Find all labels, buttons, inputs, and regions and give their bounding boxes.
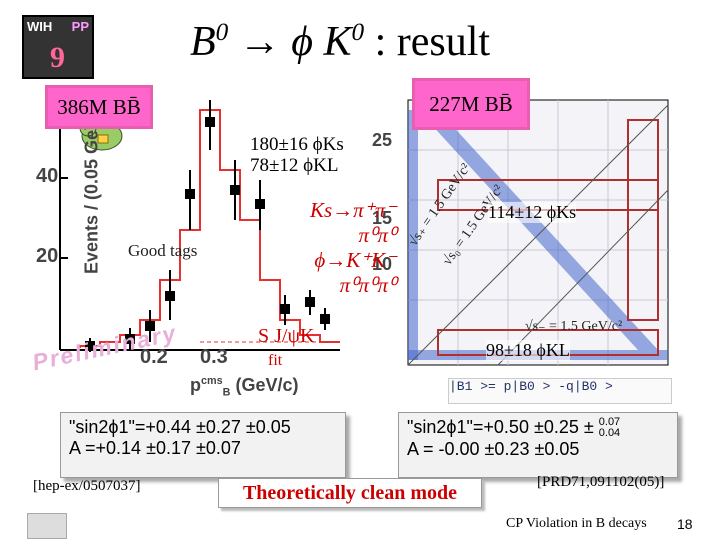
clean-mode-banner: Theoretically clean mode bbox=[218, 478, 482, 508]
x-axis-label: pcmsB (GeV/c) bbox=[190, 375, 299, 399]
right-y-tick-10: 10 bbox=[372, 254, 393, 274]
title-k-sup: 0 bbox=[351, 19, 365, 46]
conference-logo: WIH PP 9 bbox=[22, 15, 94, 79]
decay-modes: Ks→π⁺π⁻ π⁰π⁰ ϕ→K⁺K⁻ π⁰π⁰π⁰ bbox=[310, 198, 396, 298]
slide-title: B0 → ϕ K0 : result bbox=[190, 18, 490, 66]
title-k: K bbox=[313, 19, 352, 65]
title-b-sup: 0 bbox=[215, 19, 229, 46]
decay-3pi0: π⁰π⁰π⁰ bbox=[339, 273, 397, 297]
belle-result-box: "sin2ϕ1"=+0.44 ±0.27 ±0.05 A =+0.14 ±0.1… bbox=[60, 412, 346, 478]
logo-left-text: WIH bbox=[27, 19, 53, 34]
babar-sample-label: 227M BB̄ bbox=[412, 78, 530, 130]
fit-legend-fragment2: fit bbox=[268, 352, 283, 369]
babar-state-legend: |B1 >= p|B0 > -q|B0 > bbox=[448, 378, 672, 404]
babar-yield-phikl: 98±18 ϕKL bbox=[486, 340, 570, 361]
logo-number: 9 bbox=[50, 41, 65, 74]
belle-sample-label: 386M BB̄ bbox=[45, 85, 153, 129]
belle-yields: 180±16 ϕKs 78±12 ϕKL bbox=[250, 134, 344, 176]
yield-phikl: 78±12 ϕKL bbox=[250, 155, 339, 176]
fit-legend-fragment: S J/ψK bbox=[258, 325, 315, 347]
babar-asym: A = -0.00 ±0.23 ±0.05 bbox=[407, 439, 580, 460]
good-tags-label: Good tags bbox=[128, 241, 198, 260]
title-b: B bbox=[190, 19, 216, 65]
belle-sin2phi1: "sin2ϕ1"=+0.44 ±0.27 ±0.05 bbox=[69, 417, 291, 437]
yield-phiks: 180±16 ϕKs bbox=[250, 134, 344, 155]
belle-histogram bbox=[20, 80, 350, 380]
babar-yield-phiks: 114±12 ϕKs bbox=[488, 202, 577, 223]
footer-logo bbox=[27, 513, 67, 539]
title-arrow: → bbox=[228, 19, 292, 65]
right-y-tick-25: 25 bbox=[372, 130, 393, 150]
title-phi: ϕ bbox=[291, 19, 313, 65]
belle-reference: [hep-ex/0507037] bbox=[33, 478, 141, 494]
babar-sys-down: 0.04 bbox=[598, 427, 621, 440]
x-tick-0-3: 0.3 bbox=[200, 346, 228, 368]
diag-label-sminus: √s₋ = 1.5 GeV/c² bbox=[525, 319, 623, 334]
y-axis-label: Events / (0.05 GeV/c) bbox=[81, 96, 102, 275]
decay-ks-pipi: Ks→π⁺π⁻ bbox=[310, 198, 397, 222]
talk-title: CP Violation in B decays bbox=[506, 516, 647, 531]
babar-reference: [PRD71,091102(05)] bbox=[537, 474, 665, 490]
decay-phi-kk: ϕ→K⁺K⁻ bbox=[314, 248, 397, 272]
data-points bbox=[85, 100, 330, 352]
decay-pi0pi0: π⁰π⁰ bbox=[358, 223, 397, 247]
babar-result-box: "sin2ϕ1"=+0.50 ±0.25 ± 0.07 0.04 A = -0.… bbox=[398, 412, 678, 478]
logo-right-text: PP bbox=[71, 19, 89, 34]
x-tick-0-2: 0.2 bbox=[140, 346, 168, 368]
y-tick-20: 20 bbox=[36, 245, 59, 267]
page-number: 18 bbox=[677, 516, 693, 532]
babar-sys-up: 0.07 bbox=[598, 416, 621, 429]
title-rest: : result bbox=[364, 19, 491, 65]
right-y-tick-15: 15 bbox=[372, 208, 393, 228]
belle-asym: A =+0.14 ±0.17 ±0.07 bbox=[69, 438, 241, 458]
y-tick-40: 40 bbox=[36, 165, 59, 187]
babar-sin2phi1: "sin2ϕ1"=+0.50 ±0.25 ± 0.07 0.04 bbox=[407, 416, 621, 440]
fit-histogram bbox=[79, 109, 340, 348]
